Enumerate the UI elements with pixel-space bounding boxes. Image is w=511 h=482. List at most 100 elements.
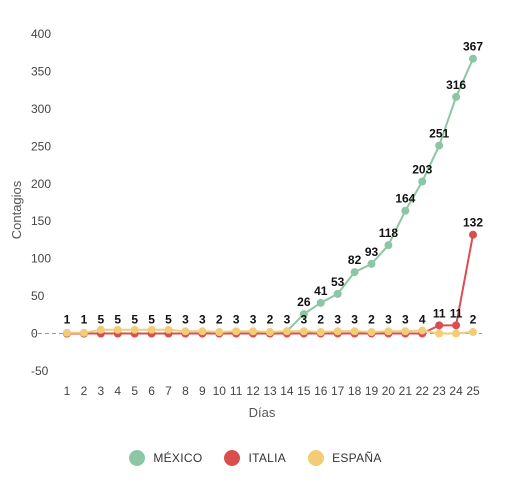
- legend: MÉXICO ITALIA ESPAÑA: [0, 450, 511, 466]
- data-label: 3: [351, 313, 358, 327]
- legend-item-italia[interactable]: ITALIA: [224, 450, 286, 466]
- y-tick-label: 250: [31, 139, 51, 153]
- x-tick-label: 6: [148, 384, 155, 398]
- x-tick-label: 18: [348, 384, 362, 398]
- data-point[interactable]: [401, 327, 410, 336]
- legend-item-espana[interactable]: ESPAÑA: [308, 450, 382, 466]
- data-point[interactable]: [418, 326, 427, 335]
- data-label: 3: [284, 313, 291, 327]
- data-point[interactable]: [452, 329, 461, 338]
- x-tick-label: 7: [165, 384, 172, 398]
- x-tick-label: 2: [81, 384, 88, 398]
- x-tick-label: 8: [182, 384, 189, 398]
- data-point[interactable]: [63, 328, 71, 337]
- series-layer: [63, 54, 477, 338]
- data-label: 82: [348, 253, 362, 267]
- data-label: 26: [297, 295, 311, 309]
- data-point[interactable]: [469, 328, 477, 337]
- data-point[interactable]: [435, 321, 444, 330]
- data-point[interactable]: [367, 328, 376, 337]
- data-point[interactable]: [249, 327, 258, 336]
- data-label: 11: [450, 306, 463, 320]
- y-tick-label: 200: [31, 177, 51, 191]
- x-axis-title: Días: [249, 405, 276, 420]
- data-point[interactable]: [96, 325, 105, 334]
- x-tick-label: 13: [263, 384, 277, 398]
- data-label: 3: [300, 313, 307, 327]
- data-point[interactable]: [266, 328, 274, 337]
- data-point[interactable]: [79, 328, 88, 337]
- data-label: 5: [148, 313, 155, 327]
- data-label: 5: [97, 313, 104, 327]
- data-point[interactable]: [469, 54, 477, 63]
- data-point[interactable]: [401, 206, 410, 215]
- data-label: 2: [368, 313, 375, 327]
- data-point[interactable]: [333, 289, 342, 298]
- x-tick-label: 17: [331, 384, 345, 398]
- y-tick-label: 150: [31, 214, 51, 228]
- data-label: 3: [233, 313, 240, 327]
- data-point[interactable]: [232, 327, 241, 336]
- data-point[interactable]: [282, 327, 291, 336]
- data-label: 5: [165, 313, 172, 327]
- data-label: 53: [331, 275, 345, 289]
- data-point[interactable]: [130, 325, 139, 334]
- legend-label-mexico: MÉXICO: [153, 451, 203, 465]
- legend-item-mexico[interactable]: MÉXICO: [129, 450, 202, 466]
- data-point[interactable]: [316, 328, 325, 337]
- data-point[interactable]: [452, 92, 461, 101]
- data-label: 316: [446, 78, 466, 92]
- legend-label-italia: ITALIA: [248, 451, 287, 465]
- x-tick-label: 19: [365, 384, 379, 398]
- data-point[interactable]: [384, 241, 393, 250]
- data-point[interactable]: [435, 141, 444, 150]
- data-point[interactable]: [384, 327, 393, 336]
- data-point[interactable]: [435, 329, 444, 338]
- data-point[interactable]: [113, 325, 122, 334]
- data-point[interactable]: [299, 310, 308, 319]
- data-label: 2: [267, 313, 274, 327]
- data-point[interactable]: [164, 325, 173, 334]
- data-label: 4: [419, 313, 426, 327]
- data-point[interactable]: [333, 327, 342, 336]
- data-label: 2: [317, 313, 324, 327]
- data-point[interactable]: [367, 259, 376, 268]
- data-label: 5: [131, 313, 138, 327]
- x-tick-label: 5: [131, 384, 138, 398]
- data-point[interactable]: [316, 298, 325, 307]
- data-label: 367: [463, 40, 483, 54]
- data-label: 164: [395, 192, 415, 206]
- x-tick-label: 21: [399, 384, 413, 398]
- x-tick-label: 12: [246, 384, 260, 398]
- data-point[interactable]: [350, 268, 359, 277]
- data-label: 11: [433, 306, 446, 320]
- data-point[interactable]: [215, 328, 224, 337]
- x-tick-label: 25: [466, 384, 480, 398]
- data-label: 5: [114, 313, 121, 327]
- x-tick-label: 24: [449, 384, 463, 398]
- x-tick-label: 14: [280, 384, 294, 398]
- data-point[interactable]: [452, 321, 461, 330]
- data-point[interactable]: [299, 327, 308, 336]
- data-label: 41: [314, 284, 328, 298]
- x-tick-label: 15: [297, 384, 311, 398]
- y-axis-title: Contagios: [9, 180, 24, 239]
- y-tick-label: 50: [31, 289, 45, 303]
- y-tick-label: 300: [31, 102, 51, 116]
- data-point[interactable]: [181, 327, 190, 336]
- data-label: 3: [182, 313, 189, 327]
- data-point[interactable]: [350, 327, 359, 336]
- y-tick-label: 350: [31, 64, 51, 78]
- data-label: 132: [463, 216, 483, 230]
- data-label: 2: [216, 313, 223, 327]
- legend-swatch-italia: [224, 450, 241, 466]
- data-label: 1: [64, 313, 71, 327]
- data-point[interactable]: [147, 325, 156, 334]
- data-point[interactable]: [418, 177, 427, 186]
- series-2: [63, 325, 477, 338]
- data-point[interactable]: [469, 230, 477, 239]
- data-label: 203: [412, 163, 432, 177]
- data-point[interactable]: [198, 327, 207, 336]
